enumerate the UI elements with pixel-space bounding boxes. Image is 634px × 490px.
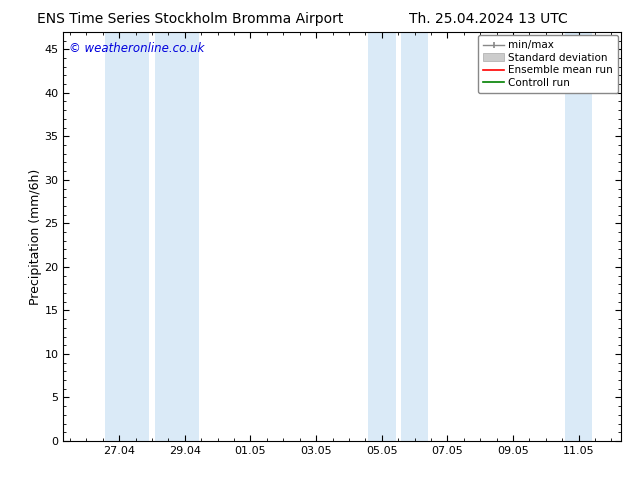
Y-axis label: Precipitation (mm/6h): Precipitation (mm/6h) <box>29 168 42 305</box>
Bar <box>368 32 396 441</box>
Bar <box>565 32 592 441</box>
Bar <box>401 32 429 441</box>
Bar <box>105 32 150 441</box>
Text: Th. 25.04.2024 13 UTC: Th. 25.04.2024 13 UTC <box>409 12 567 26</box>
Text: ENS Time Series Stockholm Bromma Airport: ENS Time Series Stockholm Bromma Airport <box>37 12 344 26</box>
Text: © weatheronline.co.uk: © weatheronline.co.uk <box>69 42 204 55</box>
Legend: min/max, Standard deviation, Ensemble mean run, Controll run: min/max, Standard deviation, Ensemble me… <box>478 35 618 93</box>
Bar <box>155 32 198 441</box>
